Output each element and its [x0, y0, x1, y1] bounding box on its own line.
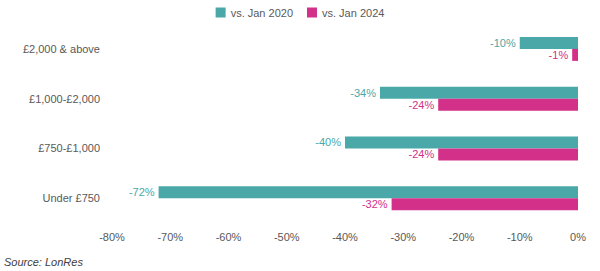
svg-text:-40%: -40%	[315, 136, 341, 148]
svg-text:Source: LonRes: Source: LonRes	[4, 256, 83, 268]
svg-text:£750-£1,000: £750-£1,000	[38, 142, 100, 154]
svg-text:-40%: -40%	[332, 231, 358, 243]
svg-text:-34%: -34%	[350, 87, 376, 99]
svg-text:vs. Jan 2020: vs. Jan 2020	[231, 7, 293, 19]
svg-text:-10%: -10%	[507, 231, 533, 243]
svg-text:-10%: -10%	[490, 37, 516, 49]
svg-text:-80%: -80%	[99, 231, 125, 243]
svg-text:-50%: -50%	[274, 231, 300, 243]
svg-text:£2,000 & above: £2,000 & above	[23, 43, 100, 55]
svg-text:-30%: -30%	[390, 231, 416, 243]
svg-text:£1,000-£2,000: £1,000-£2,000	[29, 93, 100, 105]
svg-text:vs. Jan 2024: vs. Jan 2024	[322, 7, 384, 19]
svg-text:-24%: -24%	[409, 99, 435, 111]
svg-text:-20%: -20%	[449, 231, 475, 243]
svg-text:-70%: -70%	[157, 231, 183, 243]
svg-text:0%: 0%	[570, 231, 586, 243]
svg-text:-60%: -60%	[216, 231, 242, 243]
svg-text:-72%: -72%	[129, 186, 155, 198]
svg-text:-24%: -24%	[409, 148, 435, 160]
svg-text:-32%: -32%	[362, 198, 388, 210]
svg-text:Under £750: Under £750	[43, 192, 101, 204]
svg-text:-1%: -1%	[549, 49, 569, 61]
